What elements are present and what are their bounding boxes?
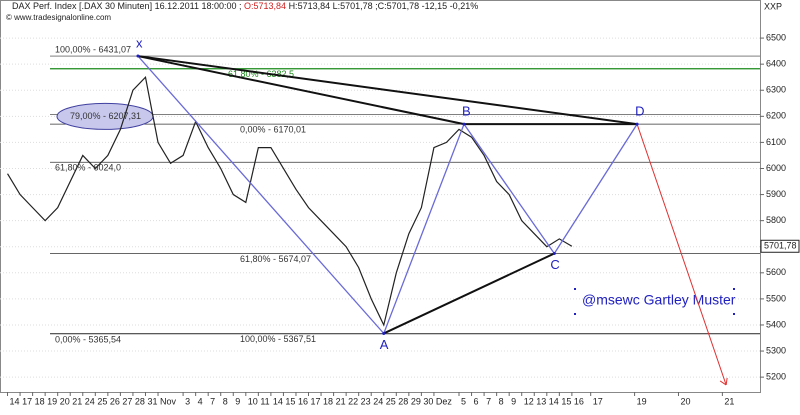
- pattern-point: [553, 252, 556, 255]
- last-price-label: 5701,78: [764, 241, 797, 251]
- x-tick-label: 19: [637, 396, 647, 406]
- x-tick-label: 28: [135, 396, 145, 406]
- x-tick-label: 29: [411, 396, 421, 406]
- y-tick-label: 5900: [766, 189, 786, 199]
- y-tick-label: 5300: [766, 345, 786, 355]
- x-tick-label: 11: [260, 396, 269, 406]
- x-tick-label: 30: [423, 396, 433, 406]
- marker: [574, 313, 576, 315]
- x-tick-label: 24: [373, 396, 383, 406]
- y-tick-label: 6000: [766, 163, 786, 173]
- x-tick-label: 17: [22, 396, 32, 406]
- x-tick-label: 14: [549, 396, 559, 406]
- x-tick-label: 20: [680, 396, 690, 406]
- pattern-label: A: [380, 337, 389, 352]
- x-tick-label: 23: [361, 396, 371, 406]
- x-tick-label: 25: [97, 396, 107, 406]
- x-tick-label: 26: [110, 396, 120, 406]
- level-label: 61,80% - 6024,0: [55, 163, 121, 173]
- x-tick-label: 27: [122, 396, 132, 406]
- x-tick-label: 8: [223, 396, 228, 406]
- x-tick-label: 17: [593, 396, 603, 406]
- x-tick-label: 12: [524, 396, 534, 406]
- x-tick-label: 15: [285, 396, 295, 406]
- x-tick-label: 14: [273, 396, 283, 406]
- pattern-point: [136, 55, 139, 58]
- x-tick-label: 4: [198, 396, 203, 406]
- header-open: O:5713,84: [244, 1, 286, 11]
- y-tick-label: 5400: [766, 319, 786, 329]
- pattern-label: C: [550, 257, 559, 272]
- x-tick-label: 7: [210, 396, 215, 406]
- watermark: © www.tradesignalonline.com: [6, 13, 111, 22]
- level-label: 0,00% - 5365,54: [55, 334, 121, 344]
- x-tick-label: 25: [386, 396, 396, 406]
- pattern-label: D: [635, 104, 644, 119]
- x-tick-label: Dez: [436, 396, 453, 406]
- x-tick-label: 6: [474, 396, 479, 406]
- y-tick-label: 6100: [766, 137, 786, 147]
- x-tick-label: 24: [85, 396, 95, 406]
- pattern-label: x: [136, 35, 143, 50]
- y-tick-label: 5600: [766, 267, 786, 277]
- y-tick-label: 5800: [766, 215, 786, 225]
- x-tick-label: 16: [574, 396, 584, 406]
- x-tick-label: 16: [298, 396, 308, 406]
- pattern-point: [382, 332, 385, 335]
- y-tick-label: 5500: [766, 293, 786, 303]
- x-tick-label: 28: [398, 396, 408, 406]
- y-tick-label: 6500: [766, 32, 786, 42]
- level-label: 100,00% - 5367,51: [240, 334, 316, 344]
- x-tick-label: 5: [461, 396, 466, 406]
- x-tick-label: 10: [248, 396, 258, 406]
- level-label: 61,80% - 5674,07: [240, 254, 311, 264]
- header-rest: H:5713,84 L:5701,78 ;C:5701,78 -12,15 -0…: [289, 1, 479, 11]
- x-tick-label: 8: [499, 396, 504, 406]
- x-tick-label: 9: [511, 396, 516, 406]
- pattern-label: B: [462, 104, 471, 119]
- marker: [733, 288, 735, 290]
- x-tick-label: 18: [323, 396, 333, 406]
- x-tick-label: 22: [348, 396, 358, 406]
- annotation: @msewc Gartley Muster: [582, 292, 736, 308]
- level-label: 100,00% - 6431,07: [55, 44, 131, 54]
- x-tick-label: 15: [561, 396, 571, 406]
- y-tick-label: 5200: [766, 372, 786, 382]
- x-tick-label: 18: [35, 396, 45, 406]
- x-tick-label: 21: [724, 396, 734, 406]
- x-tick-label: 20: [60, 396, 70, 406]
- x-tick-label: 7: [486, 396, 491, 406]
- x-tick-label: Nov: [160, 396, 177, 406]
- marker: [574, 288, 576, 290]
- y-axis-label: XXP: [764, 1, 782, 11]
- x-tick-label: 13: [536, 396, 546, 406]
- x-tick-label: 19: [47, 396, 57, 406]
- pattern-point: [636, 123, 639, 126]
- x-tick-label: 3: [185, 396, 190, 406]
- y-tick-label: 6400: [766, 59, 786, 69]
- pattern-point: [463, 123, 466, 126]
- y-tick-label: 6200: [766, 111, 786, 121]
- header-instrument: DAX Perf. Index [.DAX 30 Minuten] 16.12.…: [12, 1, 241, 11]
- level-label: 0,00% - 6170,01: [240, 125, 306, 135]
- x-tick-label: 14: [10, 396, 20, 406]
- marker: [733, 313, 735, 315]
- level-label: 79,00% - 6207,31: [70, 111, 141, 121]
- x-tick-label: 17: [311, 396, 321, 406]
- header: DAX Perf. Index [.DAX 30 Minuten] 16.12.…: [12, 1, 478, 11]
- x-tick-label: 9: [235, 396, 240, 406]
- x-tick-label: 21: [336, 396, 346, 406]
- y-tick-label: 6300: [766, 85, 786, 95]
- x-tick-label: 31: [147, 396, 157, 406]
- x-tick-label: 21: [72, 396, 82, 406]
